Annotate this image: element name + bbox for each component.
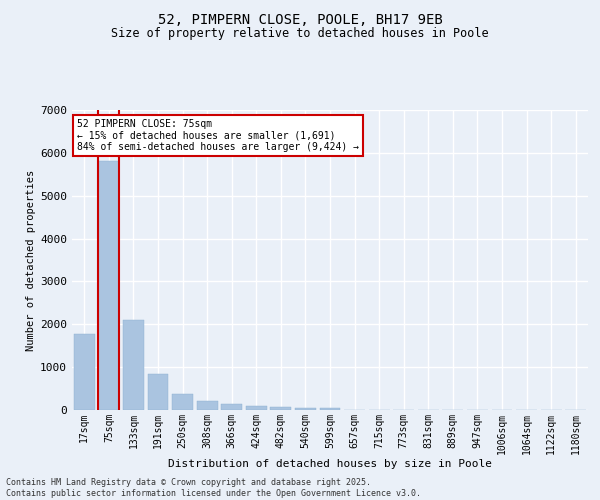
Bar [148,374,169,410]
Text: Size of property relative to detached houses in Poole: Size of property relative to detached ho… [111,28,489,40]
Text: 52 PIMPERN CLOSE: 75sqm
← 15% of detached houses are smaller (1,691)
84% of semi: 52 PIMPERN CLOSE: 75sqm ← 15% of detache… [77,119,359,152]
Bar [221,404,242,410]
Text: Contains HM Land Registry data © Crown copyright and database right 2025.
Contai: Contains HM Land Registry data © Crown c… [6,478,421,498]
Bar [197,400,218,410]
Bar [271,407,292,410]
Bar [172,394,193,410]
Text: 52, PIMPERN CLOSE, POOLE, BH17 9EB: 52, PIMPERN CLOSE, POOLE, BH17 9EB [158,12,442,26]
Bar [295,408,316,410]
Bar [98,160,119,410]
Bar [123,320,144,410]
X-axis label: Distribution of detached houses by size in Poole: Distribution of detached houses by size … [168,460,492,469]
Y-axis label: Number of detached properties: Number of detached properties [26,170,36,350]
Bar [246,406,267,410]
Bar [320,408,340,410]
Bar [74,334,95,410]
